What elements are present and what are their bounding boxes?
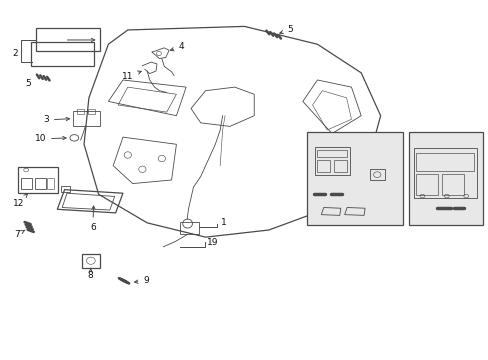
Text: 3: 3 <box>43 116 69 125</box>
Text: 10: 10 <box>35 134 66 143</box>
Bar <box>415 153 472 171</box>
Bar <box>61 186 70 192</box>
Bar <box>30 42 94 66</box>
Text: 13: 13 <box>328 134 342 144</box>
Bar <box>408 132 482 225</box>
Bar <box>317 160 329 172</box>
Bar <box>88 109 95 113</box>
Bar <box>46 178 54 189</box>
Text: 11: 11 <box>122 71 141 81</box>
Bar <box>21 178 32 189</box>
Bar <box>73 111 100 126</box>
Text: 6: 6 <box>90 206 96 231</box>
Text: 4: 4 <box>170 42 184 51</box>
Bar <box>19 167 58 193</box>
Text: 9: 9 <box>134 276 149 285</box>
Text: 7: 7 <box>14 230 25 239</box>
Bar <box>180 222 199 234</box>
Bar <box>306 132 402 225</box>
Bar <box>315 147 350 175</box>
Bar <box>413 148 476 198</box>
Text: 19: 19 <box>207 238 218 247</box>
Text: 12: 12 <box>13 194 27 208</box>
Text: 2: 2 <box>12 49 18 58</box>
Text: 16: 16 <box>379 149 393 166</box>
Bar <box>317 150 346 157</box>
Text: 8: 8 <box>87 268 93 280</box>
Bar <box>35 178 45 189</box>
Bar <box>369 169 384 180</box>
Bar <box>441 174 463 195</box>
Bar <box>81 254 100 267</box>
Bar <box>415 174 437 195</box>
Text: 15: 15 <box>368 206 403 215</box>
Text: 5: 5 <box>25 79 31 88</box>
Text: 14: 14 <box>315 196 326 208</box>
Text: 5: 5 <box>279 26 292 35</box>
Bar <box>333 160 346 172</box>
Bar <box>36 28 100 51</box>
Text: 17: 17 <box>425 134 438 144</box>
Bar <box>77 109 84 113</box>
Text: 18: 18 <box>435 209 446 221</box>
Text: 1: 1 <box>221 218 226 227</box>
